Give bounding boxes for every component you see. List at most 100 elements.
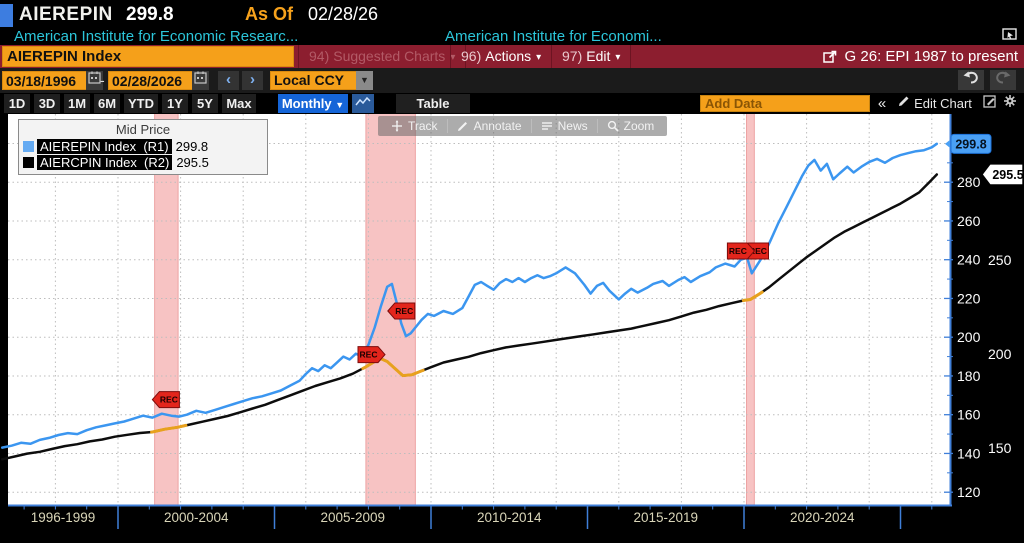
date-bar: - ‹ › Local CCY ▼ — [0, 68, 1024, 93]
edit-chart-button[interactable]: Edit Chart — [914, 96, 972, 111]
range-1y-button[interactable]: 1Y — [162, 94, 188, 113]
svg-text:2005-2009: 2005-2009 — [320, 510, 385, 525]
recession-marker — [151, 391, 180, 409]
legend-item[interactable]: AIERCPIN Index (R2) 295.5 — [23, 154, 263, 170]
security-name-1: American Institute for Economic Researc.… — [14, 28, 299, 45]
zoom-button[interactable]: Zoom — [598, 119, 664, 133]
recession-marker — [726, 242, 756, 260]
chevron-down-icon: ▾ — [536, 52, 542, 63]
menu-key: 97) — [562, 48, 583, 64]
chart-title-text: G 26: EPI 1987 to present — [844, 48, 1018, 65]
svg-text:220: 220 — [957, 290, 981, 306]
chevron-down-icon: ▾ — [450, 52, 456, 63]
shift-range-forward-button[interactable]: › — [242, 71, 263, 90]
redo-button[interactable] — [990, 70, 1016, 90]
svg-text:2020-2024: 2020-2024 — [790, 510, 855, 525]
recession-marker — [357, 346, 386, 364]
start-date-input[interactable] — [2, 71, 90, 90]
legend-label: AIERCPIN Index (R2) — [37, 154, 173, 170]
news-label: News — [557, 119, 588, 133]
title-bar: AIEREPIN 299.8 As Of 02/28/26 — [0, 0, 1024, 29]
svg-text:200: 200 — [988, 346, 1012, 362]
start-date-calendar-icon[interactable] — [86, 71, 103, 90]
menu-label: Suggested Charts — [333, 48, 446, 64]
svg-text:2015-2019: 2015-2019 — [633, 510, 698, 525]
svg-text:200: 200 — [957, 329, 981, 345]
svg-text:REC: REC — [729, 246, 747, 256]
menu-actions[interactable]: 96) Actions ▾ — [450, 45, 553, 68]
svg-text:295.5: 295.5 — [992, 168, 1023, 182]
svg-text:260: 260 — [957, 213, 981, 229]
track-cross-icon — [392, 120, 402, 132]
range-ytd-button[interactable]: YTD — [124, 94, 158, 113]
svg-text:REC: REC — [160, 395, 178, 405]
export-icon[interactable] — [822, 49, 838, 64]
edit-pencil-icon[interactable] — [896, 94, 910, 113]
date-range-separator: - — [100, 72, 105, 88]
range-5y-button[interactable]: 5Y — [192, 94, 218, 113]
period-bar: 1D 3D 1M 6M YTD 1Y 5Y Max Monthly ▼ Tabl… — [0, 93, 1024, 114]
menu-key: 96) — [461, 48, 482, 64]
security-name-2: American Institute for Economi... — [445, 28, 662, 45]
news-button[interactable]: News — [532, 119, 598, 133]
frequency-select[interactable]: Monthly ▼ — [278, 94, 348, 113]
end-date-input[interactable] — [108, 71, 196, 90]
svg-text:180: 180 — [957, 368, 981, 384]
svg-text:160: 160 — [957, 407, 981, 423]
svg-text:REC: REC — [395, 306, 413, 316]
security-names-bar: American Institute for Economic Researc.… — [0, 27, 1024, 45]
undo-button[interactable] — [958, 70, 984, 90]
svg-text:2000-2004: 2000-2004 — [164, 510, 229, 525]
news-icon — [541, 122, 552, 130]
collapse-toolbar-button[interactable]: « — [877, 95, 887, 112]
legend-label: AIEREPIN Index (R1) — [37, 138, 172, 154]
shift-range-back-button[interactable]: ‹ — [218, 71, 239, 90]
command-bar: 94)Suggested Charts ▾ 96)Actions ▾ 97)Edit… — [0, 45, 1024, 68]
menu-label: Edit — [586, 48, 611, 64]
currency-chevron-down-icon[interactable]: ▼ — [356, 71, 373, 90]
currency-select[interactable]: Local CCY — [270, 71, 358, 90]
chart-area[interactable]: REC REC REC REC REC 1996-1999 2000-2004 2005-20… — [0, 114, 1024, 538]
panel-grip[interactable] — [0, 4, 13, 29]
ticker-input[interactable] — [2, 46, 294, 67]
menu-suggested-charts[interactable]: 94) Suggested Charts ▾ — [298, 45, 467, 68]
chart-type-icon[interactable] — [352, 94, 374, 113]
ticker-symbol: AIEREPIN — [19, 4, 113, 25]
menu-edit[interactable]: 97) Edit ▾ — [551, 45, 632, 68]
menu-label: Actions — [485, 48, 532, 64]
legend-value: 295.5 — [176, 154, 209, 170]
zoom-label: Zoom — [623, 119, 655, 133]
chart-legend: Mid Price AIEREPIN Index (R1) 299.8 AIER… — [18, 119, 268, 175]
chart-overlay-toolbar: Track Annotate News Zoom — [378, 116, 668, 136]
svg-text:REC: REC — [360, 350, 378, 360]
launchpad-icon[interactable] — [1002, 27, 1018, 48]
svg-text:250: 250 — [988, 252, 1012, 268]
range-max-button[interactable]: Max — [222, 94, 256, 113]
track-button[interactable]: Track — [382, 119, 448, 133]
svg-text:2010-2014: 2010-2014 — [477, 510, 542, 525]
end-date-calendar-icon[interactable] — [192, 71, 209, 90]
svg-text:140: 140 — [957, 445, 981, 461]
annotate-chart-icon[interactable] — [982, 94, 998, 113]
svg-text:120: 120 — [957, 484, 981, 500]
track-label: Track — [408, 119, 438, 133]
add-data-input[interactable] — [700, 95, 870, 112]
range-1m-button[interactable]: 1M — [64, 94, 90, 113]
series-swatch-blue — [23, 140, 34, 152]
range-6m-button[interactable]: 6M — [94, 94, 120, 113]
range-3d-button[interactable]: 3D — [34, 94, 60, 113]
range-1d-button[interactable]: 1D — [4, 94, 30, 113]
svg-text:150: 150 — [988, 440, 1012, 456]
annotate-pencil-icon — [457, 122, 467, 131]
gear-icon[interactable] — [1001, 94, 1019, 113]
chevron-down-icon: ▼ — [335, 100, 345, 110]
legend-item[interactable]: AIEREPIN Index (R1) 299.8 — [23, 138, 263, 154]
as-of-label: As Of — [245, 4, 294, 24]
legend-value: 299.8 — [175, 138, 209, 154]
last-price: 299.8 — [126, 4, 174, 25]
svg-text:299.8: 299.8 — [955, 137, 986, 151]
annotate-button[interactable]: Annotate — [448, 119, 532, 133]
chevron-down-icon: ▾ — [615, 52, 621, 63]
table-button[interactable]: Table — [396, 94, 470, 113]
